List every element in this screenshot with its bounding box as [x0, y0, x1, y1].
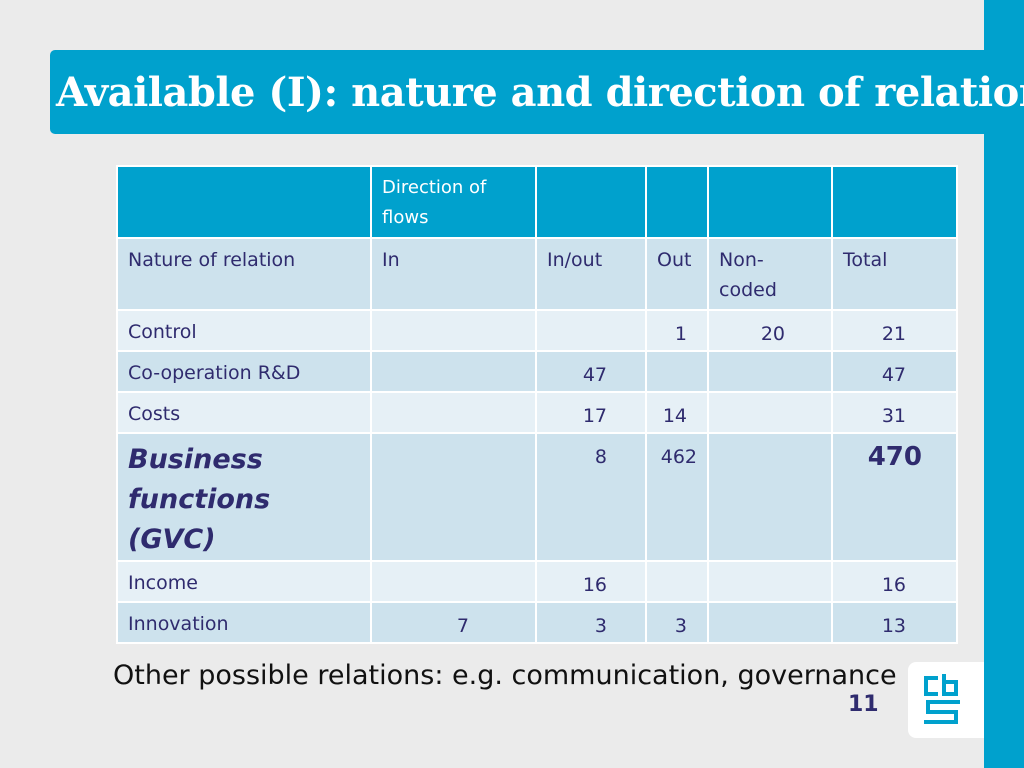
row-label-highlight: Business functions (GVC): [116, 432, 372, 562]
cell-total: 47: [831, 350, 958, 393]
cell-in: 7: [370, 601, 537, 644]
cell-in: [370, 309, 537, 352]
column-header-out: Out: [645, 237, 709, 311]
relation-table: Direction of flows Nature of relation In…: [116, 165, 958, 644]
header-cell: [831, 165, 958, 239]
column-header-inout: In/out: [535, 237, 647, 311]
cell-noncoded: 20: [707, 309, 833, 352]
cell-inout: 8: [535, 432, 647, 562]
cell-noncoded: [707, 391, 833, 434]
cell-inout: 47: [535, 350, 647, 393]
cell-total: 13: [831, 601, 958, 644]
cell-total: 31: [831, 391, 958, 434]
cell-noncoded: [707, 432, 833, 562]
cell-out: 462: [645, 432, 709, 562]
cell-inout: [535, 309, 647, 352]
page-number: 11: [848, 692, 879, 717]
cell-total-highlight: 470: [831, 432, 958, 562]
cell-noncoded: [707, 350, 833, 393]
cell-noncoded: [707, 560, 833, 603]
cell-out: [645, 560, 709, 603]
table-row: Control 1 20 21: [116, 309, 958, 352]
row-label: Innovation: [116, 601, 372, 644]
title-bar: Available (I): nature and direction of r…: [50, 50, 1024, 134]
cell-in: [370, 391, 537, 434]
table-row: Co-operation R&D 47 47: [116, 350, 958, 393]
cell-inout: 16: [535, 560, 647, 603]
cbs-logo: [908, 662, 984, 738]
other-relations-note: Other possible relations: e.g. communica…: [113, 660, 897, 691]
row-label-business-functions: Business functions (GVC): [128, 444, 271, 555]
header-cell: [707, 165, 833, 239]
header-cell-direction: Direction of flows: [370, 165, 537, 239]
row-label: Control: [116, 309, 372, 352]
table-row-highlight: Business functions (GVC) 8 462 470: [116, 432, 958, 562]
row-label: Income: [116, 560, 372, 603]
row-label: Costs: [116, 391, 372, 434]
column-header-noncoded: Non-coded: [707, 237, 833, 311]
cell-out: [645, 350, 709, 393]
table-row: Costs 17 14 31: [116, 391, 958, 434]
cell-in: [370, 350, 537, 393]
cell-noncoded: [707, 601, 833, 644]
column-header-in: In: [370, 237, 537, 311]
cell-inout: 3: [535, 601, 647, 644]
header-cell: [645, 165, 709, 239]
cell-inout: 17: [535, 391, 647, 434]
cell-in: [370, 560, 537, 603]
cell-in: [370, 432, 537, 562]
cell-total: 16: [831, 560, 958, 603]
slide-title: Available (I): nature and direction of r…: [56, 68, 1024, 116]
row-label: Co-operation R&D: [116, 350, 372, 393]
cbs-logo-icon: [924, 674, 960, 724]
cell-out: 14: [645, 391, 709, 434]
right-accent-bar: [984, 0, 1024, 768]
table-header-row: Direction of flows: [116, 165, 958, 239]
column-header-total: Total: [831, 237, 958, 311]
cell-out: 3: [645, 601, 709, 644]
header-cell: [535, 165, 647, 239]
column-header-nature: Nature of relation: [116, 237, 372, 311]
cell-out: 1: [645, 309, 709, 352]
header-cell: [116, 165, 372, 239]
total-business-functions: 470: [867, 442, 922, 472]
table-row: Innovation 7 3 3 13: [116, 601, 958, 644]
column-header-row: Nature of relation In In/out Out Non-cod…: [116, 237, 958, 311]
table-row: Income 16 16: [116, 560, 958, 603]
cell-total: 21: [831, 309, 958, 352]
